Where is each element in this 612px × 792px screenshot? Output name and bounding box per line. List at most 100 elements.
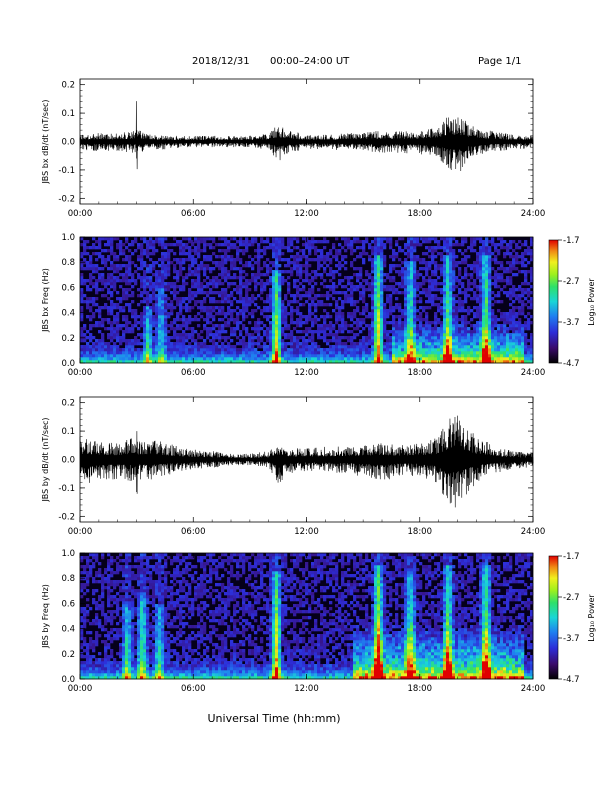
bx-spec-cell bbox=[167, 258, 171, 262]
bx-spec-cell bbox=[263, 246, 267, 250]
bx-spec-cell bbox=[257, 342, 261, 346]
bx-spec-cell bbox=[266, 309, 270, 313]
bx-spec-cell bbox=[155, 318, 159, 322]
bx-spec-cell bbox=[482, 279, 486, 283]
bx-spec-cell bbox=[509, 246, 513, 250]
bx-spec-cell bbox=[515, 243, 519, 247]
bx-spec-cell bbox=[296, 312, 300, 316]
bx-spec-cell bbox=[449, 303, 453, 307]
bx-spec-cell bbox=[302, 249, 306, 253]
bx-spec-cell bbox=[185, 252, 189, 256]
by-spec-cell bbox=[101, 628, 105, 632]
bx-spec-cell bbox=[512, 318, 516, 322]
bx-spec-cell bbox=[515, 297, 519, 301]
bx-spec-cell bbox=[338, 342, 342, 346]
bx-spec-cell bbox=[386, 297, 390, 301]
bx-spec-cell bbox=[239, 261, 243, 265]
bx-spec-cell bbox=[278, 303, 282, 307]
bx-spec-cell bbox=[227, 258, 231, 262]
bx-spec-cell bbox=[473, 267, 477, 271]
bx-spec-cell bbox=[458, 300, 462, 304]
bx-spec-cell bbox=[464, 276, 468, 280]
bx-spec-cell bbox=[308, 291, 312, 295]
bx-spec-cell bbox=[293, 345, 297, 349]
bx-spec-cell bbox=[416, 282, 420, 286]
bx-spec-cell bbox=[383, 324, 387, 328]
bx-spec-cell bbox=[119, 336, 123, 340]
bx-spec-cell bbox=[365, 270, 369, 274]
bx-spec-cell bbox=[434, 294, 438, 298]
bx-spec-cell bbox=[359, 339, 363, 343]
bx-spec-cell bbox=[389, 348, 393, 352]
bx-spec-cell bbox=[434, 237, 438, 241]
bx-spec-cell bbox=[251, 354, 255, 358]
bx-spec-cell bbox=[452, 300, 456, 304]
bx-spec-cell bbox=[203, 246, 207, 250]
bx-spec-cell bbox=[359, 285, 363, 289]
bx-spec-cell bbox=[170, 249, 174, 253]
bx-spec-cell bbox=[131, 360, 135, 364]
bx-spec-cell bbox=[458, 309, 462, 313]
bx-spec-cell bbox=[422, 261, 426, 265]
bx-spec-cell bbox=[89, 300, 93, 304]
bx-spec-cell bbox=[182, 318, 186, 322]
bx-spec-cell bbox=[125, 291, 129, 295]
bx-spec-cell bbox=[353, 309, 357, 313]
bx-spec-cell bbox=[488, 294, 492, 298]
bx-spec-cell bbox=[107, 333, 111, 337]
bx-spec-cell bbox=[287, 288, 291, 292]
bx-spec-cell bbox=[239, 357, 243, 361]
bx-spec-cell bbox=[338, 291, 342, 295]
bx-spec-cell bbox=[242, 312, 246, 316]
bx-spec-cell bbox=[110, 351, 114, 355]
bx-spec-cell bbox=[500, 357, 504, 361]
bx-spec-cell bbox=[161, 288, 165, 292]
bx-spec-cell bbox=[146, 351, 150, 355]
bx-spec-cell bbox=[242, 276, 246, 280]
bx-spec-cell bbox=[461, 357, 465, 361]
bx-spec-cell bbox=[269, 309, 273, 313]
bx-spec-cell bbox=[416, 300, 420, 304]
bx-spec-cell bbox=[188, 336, 192, 340]
bx-spec-cell bbox=[104, 303, 108, 307]
bx-spec-cell bbox=[143, 336, 147, 340]
bx-spec-cell bbox=[95, 252, 99, 256]
bx-spec-cell bbox=[122, 273, 126, 277]
bx-spec-cell bbox=[293, 267, 297, 271]
bx-spec-cell bbox=[323, 267, 327, 271]
bx-spec-cell bbox=[80, 279, 84, 283]
bx-spec-cell bbox=[215, 336, 219, 340]
bx-spec-cell bbox=[386, 354, 390, 358]
bx-spec-cell bbox=[464, 324, 468, 328]
bx-spec-cell bbox=[449, 297, 453, 301]
bx-spec-cell bbox=[341, 306, 345, 310]
bx-spec-cell bbox=[311, 297, 315, 301]
bx-spec-cell bbox=[122, 264, 126, 268]
bx-spec-cell bbox=[419, 306, 423, 310]
bx-spec-cell bbox=[317, 294, 321, 298]
bx-spec-cell bbox=[212, 360, 216, 364]
by-spec-cell bbox=[80, 616, 84, 620]
bx-spec-cell bbox=[275, 354, 279, 358]
bx-spec-cell bbox=[377, 276, 381, 280]
bx-spec-cell bbox=[233, 357, 237, 361]
bx-spec-cell bbox=[329, 330, 333, 334]
bx-spec-cell bbox=[446, 276, 450, 280]
bx-spec-cell bbox=[419, 291, 423, 295]
bx-spec-cell bbox=[239, 291, 243, 295]
bx-spec-cell bbox=[89, 288, 93, 292]
bx-spec-cell bbox=[398, 303, 402, 307]
bx-spec-cell bbox=[422, 360, 426, 364]
bx-spec-cell bbox=[164, 351, 168, 355]
bx-spec-cell bbox=[200, 360, 204, 364]
by-spec-cell bbox=[95, 661, 99, 665]
bx-spec-cell bbox=[83, 327, 87, 331]
bx-spec-cell bbox=[407, 309, 411, 313]
bx-spec-cell bbox=[488, 279, 492, 283]
bx-spec-cell bbox=[509, 279, 513, 283]
bx-spec-cell bbox=[296, 258, 300, 262]
bx-spec-cell bbox=[221, 300, 225, 304]
bx-spec-cell bbox=[410, 282, 414, 286]
by-spec-cell bbox=[107, 619, 111, 623]
bx-spec-cell bbox=[173, 306, 177, 310]
